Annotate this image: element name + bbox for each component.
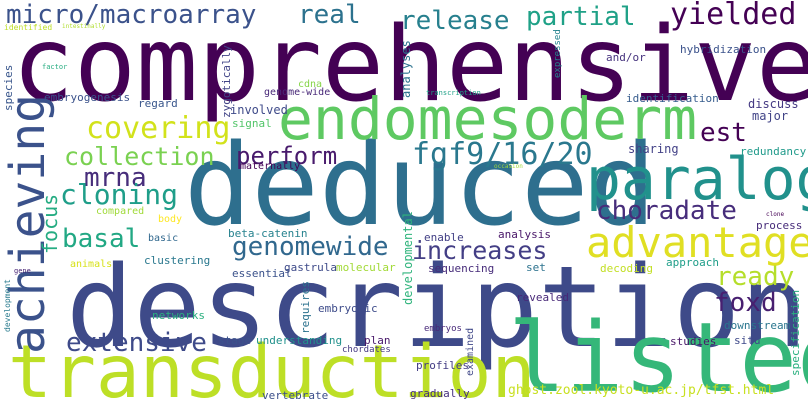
- word-micro-macroarray: micro/macroarray: [6, 0, 257, 30]
- word-analysis: analysis: [498, 228, 551, 241]
- word-est: est: [700, 118, 747, 148]
- word-discuss: discuss: [748, 97, 799, 111]
- word-essential: essential: [232, 267, 292, 280]
- word-focus: focus: [38, 193, 62, 254]
- word-comprehensive: comprehensive: [12, 5, 808, 125]
- word-beta-catenin: beta-catenin: [228, 227, 308, 240]
- word-clone: clone: [766, 211, 785, 218]
- word-networks: networks: [152, 309, 205, 322]
- word-mrna: mrna: [84, 163, 147, 193]
- word-collection: collection: [64, 142, 215, 171]
- word-stage: stage: [218, 334, 252, 347]
- word-intestinally: intestinally: [62, 23, 106, 30]
- word-process: process: [756, 219, 803, 232]
- word-signal: signal: [232, 117, 272, 130]
- word-factor: factor: [42, 63, 68, 71]
- word-fgf9-16-20: fgf9/16/20: [412, 137, 593, 172]
- word-regard: regard: [138, 97, 178, 110]
- word-identification: identification: [626, 92, 719, 105]
- word-hybridization: hybridization: [680, 43, 767, 56]
- word-species: species: [2, 64, 15, 111]
- word-embryonic: embryonic: [318, 302, 378, 315]
- word-transcription: transcription: [426, 89, 481, 97]
- word-maternally: maternally: [240, 161, 301, 172]
- word-basic: basic: [148, 233, 179, 244]
- word-endomesoderm: endomesoderm: [278, 85, 698, 153]
- word-animals: animals: [70, 259, 113, 270]
- word-set: set: [526, 261, 546, 274]
- word-advantage: advantage: [586, 218, 808, 267]
- word-involved: involved: [230, 103, 288, 117]
- word-occasion: occasion: [494, 163, 523, 170]
- word-enable: enable: [424, 231, 464, 244]
- word-gastrula: gastrula: [284, 261, 337, 274]
- word-expressed: expressed: [553, 29, 563, 78]
- word-covering: covering: [86, 111, 231, 146]
- word-cloning: cloning: [60, 178, 179, 211]
- word-compared: compared: [96, 206, 145, 217]
- word-ghost-url: ghost.zool.kyoto-u.ac.jp/tfst.html: [508, 383, 775, 398]
- word-requires: requires: [299, 281, 312, 334]
- word-vertebrate: vertebrate: [262, 389, 329, 402]
- word-embryogenesis: embryogenesis: [44, 91, 131, 104]
- word-sharing: sharing: [628, 142, 679, 156]
- word-genome-wide: genome-wide: [264, 87, 331, 98]
- word-real: real: [298, 0, 361, 30]
- word-foxd: foxd: [714, 288, 777, 318]
- word-yielded: yielded: [670, 0, 797, 32]
- word-decoding: decoding: [600, 262, 653, 275]
- word-transduction: transduction: [8, 330, 536, 404]
- word-gene: gene: [14, 267, 31, 275]
- word-clustering: clustering: [144, 254, 211, 267]
- word-paralogs: paralogs: [586, 145, 808, 213]
- word-release: release: [400, 6, 510, 36]
- word-development: development: [3, 279, 12, 332]
- word-developmental: developmental: [401, 211, 415, 305]
- word-gradually: gradually: [410, 387, 470, 400]
- word-plan: plan: [364, 334, 391, 347]
- word-cdna: cdna: [298, 79, 323, 90]
- word-identified: identified: [4, 23, 53, 32]
- word-deduced: deduced: [184, 121, 657, 251]
- word-molecular: molecular: [336, 261, 396, 274]
- word-redundancy: redundancy: [740, 145, 807, 158]
- word-perform: perform: [236, 142, 338, 170]
- word-embryos: embryos: [424, 324, 462, 334]
- word-increases: increases: [412, 236, 548, 265]
- word-downstream: downstream: [724, 319, 791, 332]
- word-understanding: understanding: [256, 334, 343, 347]
- word-sequencing: sequencing: [428, 262, 495, 275]
- word-description: description: [66, 243, 808, 373]
- word-ready: ready: [716, 262, 795, 292]
- word-situ: situ: [734, 334, 761, 347]
- word-profiles: profiles: [416, 359, 469, 372]
- word-basal: basal: [62, 224, 141, 254]
- word-revealed: revealed: [516, 291, 569, 304]
- word-choradate: choradate: [596, 196, 737, 226]
- word-partial: partial: [526, 2, 636, 32]
- word-chordates: chordates: [342, 345, 391, 355]
- word-specification: specification: [789, 289, 802, 376]
- word-analyses: analyses: [399, 40, 413, 98]
- word-and-or: and/or: [606, 51, 646, 64]
- word-approach: approach: [666, 256, 719, 269]
- word-genomewide: genomewide: [232, 232, 389, 262]
- word-listed: listed: [508, 302, 808, 404]
- word-major: major: [752, 109, 789, 123]
- word-studies: studies: [670, 335, 717, 348]
- word-body: body: [158, 214, 183, 225]
- word-extensive: extensive: [66, 328, 207, 358]
